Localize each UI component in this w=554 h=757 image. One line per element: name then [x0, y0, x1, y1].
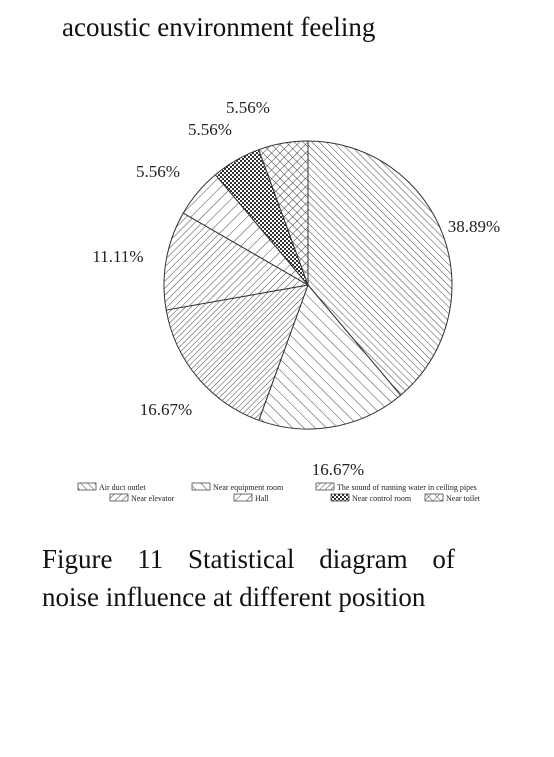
- pie-slice-near-equipment-room: [258, 284, 402, 430]
- pie-slice-near-toilet: [258, 140, 309, 286]
- legend-swatch: [109, 493, 129, 502]
- pie-slice-percent-label: 38.89%: [448, 217, 500, 236]
- legend-swatch: [233, 493, 253, 502]
- pie-slice-percent-label: 5.56%: [226, 98, 270, 117]
- legend-label: The sound of running water in ceiling pi…: [337, 483, 477, 492]
- legend-swatch: [77, 482, 97, 491]
- figure-header-text: acoustic environment feeling: [62, 12, 376, 42]
- figure-caption: Figure 11 Statistical diagram of noise i…: [42, 540, 554, 616]
- legend-swatch: [330, 493, 350, 502]
- legend-label: Near equipment room: [213, 483, 284, 492]
- pie-slice-percent-label: 16.67%: [140, 400, 192, 419]
- caption-line-2: noise influence at different position: [42, 582, 426, 612]
- pie-slice-air-duct-outlet: [307, 140, 453, 396]
- pie-slice-near-elevator: [163, 212, 310, 311]
- caption-line-1: Figure 11 Statistical diagram of: [42, 544, 455, 574]
- legend-swatch: [424, 493, 444, 502]
- chart-legend: Air duct outlet Near equipment room The so…: [77, 482, 481, 503]
- legend-swatch: [191, 482, 211, 491]
- pie-percent-labels: 38.89% 16.67% 16.67% 11.11% 5.56% 5.56% 5.56%: [92, 98, 500, 479]
- pie-slice-percent-label: 5.56%: [136, 162, 180, 181]
- legend-swatch: [315, 482, 335, 491]
- legend-label: Air duct outlet: [99, 483, 146, 492]
- legend-label: Near elevator: [131, 494, 175, 503]
- pie-chart: 38.89%16.67%16.67%11.11%5.56%5.56%5.56% …: [77, 98, 500, 503]
- legend-label: Near toilet: [446, 494, 481, 503]
- pie-slice-percent-label: 5.56%: [188, 120, 232, 139]
- legend-label: Hall: [255, 494, 270, 503]
- pie-slices: [163, 140, 453, 430]
- pie-slice-the-sound-of-running-water-in-ceiling-pipes: [165, 284, 309, 421]
- pie-slice-percent-label: 11.11%: [92, 247, 143, 266]
- legend-label: Near control room: [352, 494, 412, 503]
- pie-slice-percent-label: 16.67%: [312, 460, 364, 479]
